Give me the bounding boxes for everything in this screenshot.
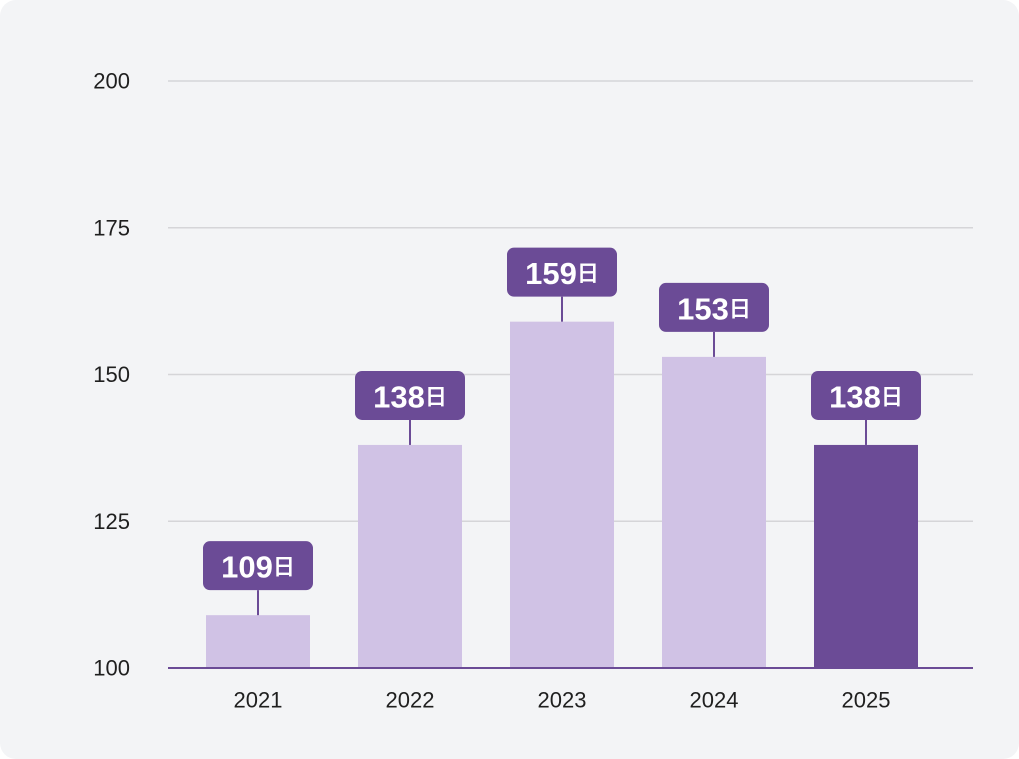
x-tick-label: 2023 <box>538 688 587 713</box>
bar-2024 <box>662 356 766 668</box>
data-label: 159日 <box>525 256 599 291</box>
data-label-box <box>659 282 769 332</box>
data-label-value: 109 <box>221 549 273 584</box>
data-label-unit: 日 <box>577 261 599 286</box>
data-label-box <box>203 541 313 591</box>
bar-2025 <box>814 444 918 668</box>
data-label-box <box>355 370 465 420</box>
bar-2023 <box>510 321 614 668</box>
data-label: 153日 <box>677 291 751 326</box>
data-label-value: 159 <box>525 256 577 291</box>
data-label-value: 153 <box>677 291 729 326</box>
y-tick-label: 125 <box>93 509 130 534</box>
y-tick-label: 200 <box>93 69 130 94</box>
y-tick-label: 175 <box>93 215 130 240</box>
data-label-box <box>811 370 921 420</box>
x-tick-label: 2021 <box>234 688 283 713</box>
data-label-unit: 日 <box>729 296 751 321</box>
y-tick-label: 150 <box>93 362 130 387</box>
x-tick-label: 2025 <box>842 688 891 713</box>
y-tick-label: 100 <box>93 656 130 681</box>
data-label-unit: 日 <box>273 554 295 579</box>
bar-2022 <box>358 444 462 668</box>
data-label-value: 138 <box>829 379 881 414</box>
data-label-box <box>507 247 617 297</box>
data-label-unit: 日 <box>881 384 903 409</box>
x-tick-label: 2022 <box>386 688 435 713</box>
bar-2021 <box>206 615 310 668</box>
x-tick-label: 2024 <box>690 688 739 713</box>
data-label-value: 138 <box>373 379 425 414</box>
data-label: 138日 <box>829 379 903 414</box>
data-label-unit: 日 <box>425 384 447 409</box>
data-label: 138日 <box>373 379 447 414</box>
data-label: 109日 <box>221 549 295 584</box>
